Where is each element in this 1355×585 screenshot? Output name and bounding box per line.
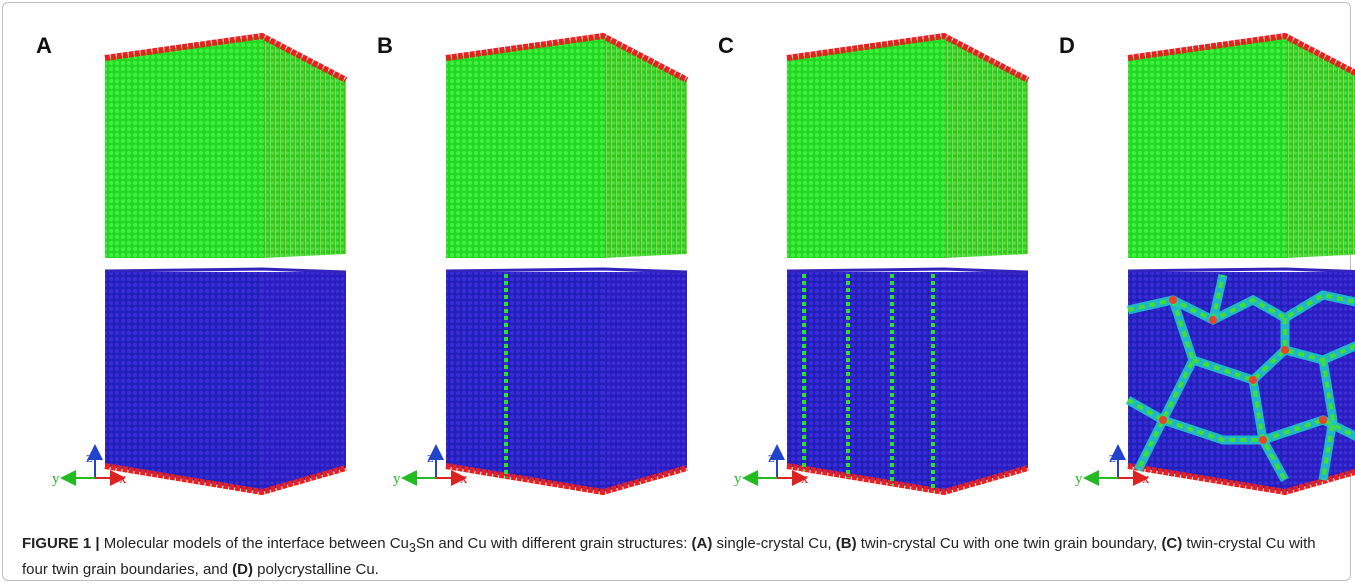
caption-text: polycrystalline Cu. (252, 561, 379, 578)
junction (1249, 376, 1257, 384)
axis-label: x (119, 471, 127, 487)
caption-sub: 3 (408, 541, 416, 555)
axis-label: y (1075, 471, 1083, 487)
panel-label: A (36, 33, 52, 58)
grain-boundary-core (1211, 274, 1225, 321)
axis-label: x (801, 471, 809, 487)
junction (1259, 436, 1267, 444)
cu-side (262, 272, 346, 492)
junction (1169, 296, 1177, 304)
top-edge (1127, 32, 1355, 77)
axis-label: x (460, 471, 468, 487)
axis-label: x (1142, 471, 1150, 487)
caption-label: FIGURE 1 | (22, 535, 100, 552)
axis-label: z (86, 450, 93, 466)
grain-boundary-core (1136, 299, 1196, 471)
cu-front (787, 272, 944, 492)
cu-front (105, 272, 262, 492)
panel-label: C (718, 33, 734, 58)
cu3sn-side (944, 36, 1028, 258)
grain-boundary-core (1321, 359, 1336, 481)
cu-side (603, 272, 687, 492)
grain-boundary-core (1262, 417, 1355, 442)
cu-top (445, 267, 688, 274)
caption: FIGURE 1 | Molecular models of the inter… (22, 533, 1322, 581)
caption-ref: (C) (1161, 535, 1183, 552)
bottom-edge (786, 463, 1029, 496)
grain-boundary-core (1127, 398, 1263, 442)
junction (1209, 316, 1217, 324)
cu-side (1285, 272, 1355, 492)
bottom-edge (1127, 463, 1355, 496)
junction (1319, 416, 1327, 424)
cu-top (786, 267, 1029, 274)
cu-side (944, 272, 1028, 492)
caption-text: single-crystal Cu, (712, 535, 836, 552)
axis-label: y (734, 471, 742, 487)
cu3sn-front (787, 36, 944, 258)
cu3sn-front (105, 36, 262, 258)
caption-text: Sn and Cu with different grain structure… (415, 535, 692, 552)
axis-label: y (393, 471, 401, 487)
bottom-edge (104, 463, 347, 496)
cu-top (104, 267, 347, 274)
panel: Bz y x (377, 32, 689, 496)
junction (1281, 346, 1289, 354)
panel: Cz y x (718, 32, 1030, 496)
figure: Az y x Bz y x Cz y x Dz y x (36, 32, 1355, 496)
axis-label: z (1109, 450, 1116, 466)
axis-label: y (52, 471, 60, 487)
top-edge (104, 32, 348, 83)
cu3sn-side (603, 36, 687, 258)
caption-text: twin-crystal Cu with four twin grain bou… (22, 535, 1316, 578)
axis-label: z (427, 450, 434, 466)
axis-label: z (768, 450, 775, 466)
cu3sn-front (1128, 36, 1285, 258)
cu3sn-side (262, 36, 346, 258)
caption-ref: (A) (691, 535, 713, 552)
cu-top (1127, 267, 1355, 274)
panel-label: D (1059, 33, 1075, 58)
bottom-edge (445, 463, 688, 496)
caption-ref: (D) (232, 561, 253, 578)
top-edge (445, 32, 689, 83)
top-edge (786, 32, 1030, 83)
junction (1159, 416, 1167, 424)
panel-label: B (377, 33, 393, 58)
cu3sn-side (1285, 36, 1355, 258)
caption-ref: (B) (835, 535, 857, 552)
cu3sn-front (446, 36, 603, 258)
caption-text: twin-crystal Cu with one twin grain boun… (856, 535, 1162, 552)
panel: Az y x (36, 32, 348, 496)
panel: Dz y x (1059, 32, 1355, 496)
caption-text: Molecular models of the interface betwee… (103, 535, 409, 552)
cu-front (446, 272, 603, 492)
